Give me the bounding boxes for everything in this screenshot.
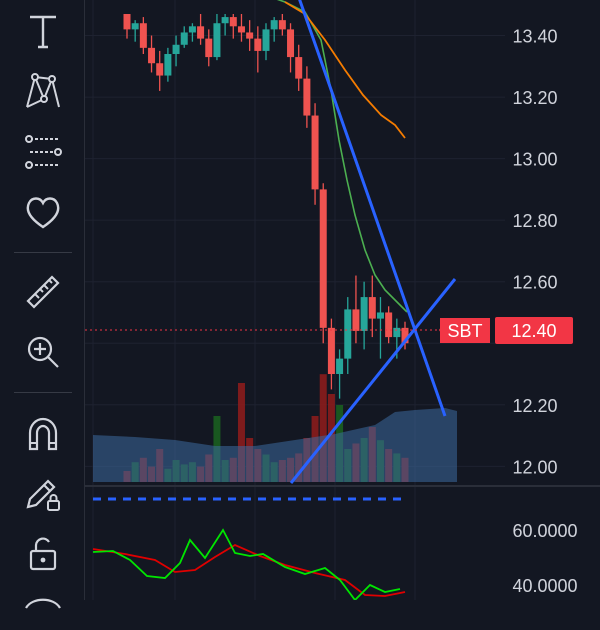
- forecast-lines-icon: [25, 135, 62, 169]
- rsi-signal-line: [92, 543, 406, 597]
- candle-body: [360, 297, 368, 331]
- candle-body: [368, 297, 376, 319]
- candle-body: [213, 23, 221, 58]
- candle-body: [164, 54, 172, 76]
- more-tool[interactable]: [18, 586, 68, 630]
- current-price-symbol-badge: [440, 318, 490, 343]
- candle-body: [287, 29, 295, 58]
- indicator-tick-label: 60.0000: [512, 521, 577, 541]
- moving-average-slow: [284, 1, 406, 139]
- price-tick-label: 13.00: [512, 150, 557, 170]
- patterns-tool[interactable]: [18, 70, 68, 114]
- candle-body: [401, 327, 409, 344]
- candle-body: [123, 14, 131, 30]
- candle-body: [393, 327, 401, 338]
- candle-body: [327, 327, 335, 375]
- volume-ma-area: [93, 408, 457, 482]
- price-tick-label: 13.40: [512, 27, 557, 47]
- candle-body: [156, 63, 164, 76]
- favorites-tool[interactable]: [18, 190, 68, 234]
- candle-body: [311, 115, 319, 190]
- candle-body: [262, 29, 270, 51]
- candlesticks: [123, 14, 409, 399]
- toolbar-divider: [14, 392, 72, 393]
- candle-body: [319, 189, 327, 328]
- price-tick-label: 13.20: [512, 88, 557, 108]
- candle-body: [336, 358, 344, 375]
- candle-body: [278, 20, 286, 30]
- eye-icon: [25, 598, 61, 609]
- moving-average-fast: [276, 0, 408, 313]
- magnet-tool[interactable]: [18, 412, 68, 456]
- candle-body: [229, 17, 237, 27]
- candle-body: [303, 78, 311, 116]
- rsi-line: [92, 528, 401, 600]
- pencil-lock-icon: [26, 479, 60, 511]
- candle-body: [295, 57, 303, 79]
- xabcd-pattern-icon: [26, 73, 60, 108]
- text-tool[interactable]: [18, 10, 68, 54]
- prediction-tool[interactable]: [18, 130, 68, 174]
- indicator-axis: 60.0000 40.0000: [512, 521, 577, 596]
- candle-body: [205, 38, 213, 58]
- grid-lines: [85, 0, 505, 600]
- trendline-ascending: [289, 278, 457, 484]
- candle-body: [254, 38, 262, 51]
- candle-body: [148, 47, 156, 64]
- indicator-tick-label: 40.0000: [512, 576, 577, 596]
- candle-body: [180, 32, 188, 45]
- trendline-descending: [298, 0, 447, 417]
- candle-body: [221, 17, 229, 24]
- magnet-icon: [28, 417, 58, 451]
- toolbar-divider: [14, 252, 72, 253]
- candle-body: [139, 23, 147, 48]
- price-chart[interactable]: SBT 12.40 13.40 13.20 13.00 12.80 12.60 12.20…: [85, 0, 600, 600]
- ruler-icon: [26, 275, 60, 309]
- price-tick-label: 12.20: [512, 396, 557, 416]
- unlock-icon: [29, 537, 57, 571]
- price-axis: 13.40 13.20 13.00 12.80 12.60 12.20 12.00: [512, 27, 557, 478]
- current-price-value-badge: [495, 317, 573, 344]
- lock-drawings-tool[interactable]: [18, 472, 68, 516]
- heart-icon: [26, 197, 60, 229]
- volume-bar: [319, 374, 327, 482]
- candle-body: [344, 309, 352, 359]
- current-price-value: 12.40: [511, 321, 556, 341]
- drawing-toolbar: [0, 0, 85, 609]
- current-price-symbol: SBT: [447, 321, 482, 341]
- lock-all-tool[interactable]: [18, 532, 68, 576]
- text-icon: [30, 15, 56, 49]
- chart-area[interactable]: SBT 12.40 13.40 13.20 13.00 12.80 12.60 12.20…: [85, 0, 600, 600]
- candle-body: [385, 312, 393, 338]
- candle-body: [246, 32, 254, 39]
- zoom-tool[interactable]: [18, 330, 68, 374]
- price-tick-label: 12.00: [512, 457, 557, 477]
- candle-body: [352, 309, 360, 331]
- candle-body: [237, 26, 245, 33]
- candle-body: [270, 20, 278, 30]
- candle-body: [131, 23, 139, 30]
- price-tick-label: 12.80: [512, 211, 557, 231]
- measure-tool[interactable]: [18, 270, 68, 314]
- zoom-in-icon: [27, 336, 59, 368]
- volume-bar: [237, 383, 245, 482]
- candle-body: [172, 44, 180, 55]
- candle-body: [376, 312, 384, 319]
- price-tick-label: 12.60: [512, 273, 557, 293]
- candle-body: [188, 26, 196, 33]
- candle-body: [197, 26, 205, 39]
